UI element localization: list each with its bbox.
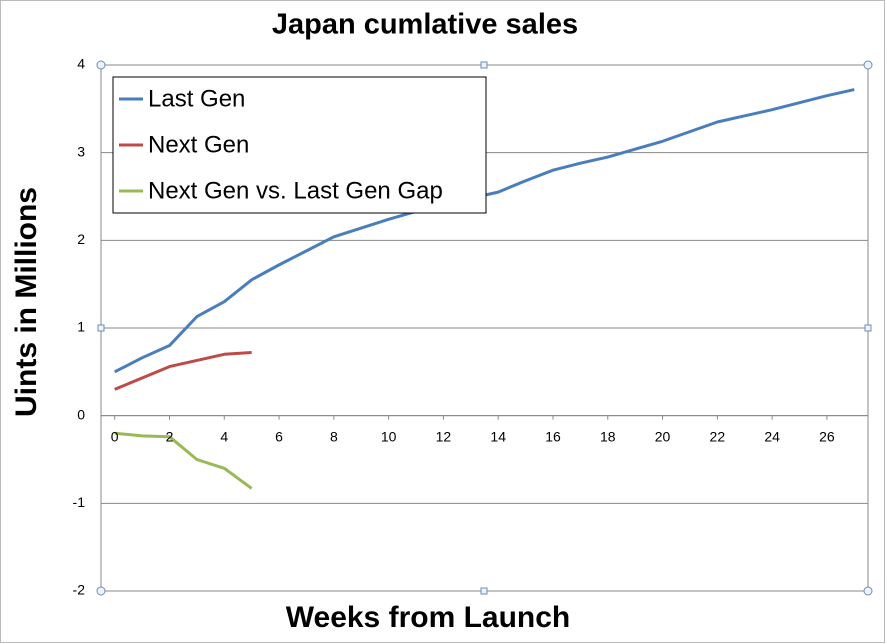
- y-tick-label: -2: [73, 582, 86, 598]
- x-tick-label: 8: [330, 428, 338, 444]
- chart-title: Japan cumlative sales: [272, 9, 578, 41]
- x-tick-label: 2: [166, 428, 174, 444]
- series-line: [114, 351, 252, 391]
- handle: [480, 587, 488, 595]
- y-tick-label: 2: [77, 231, 85, 247]
- x-tick-label: 6: [275, 428, 283, 444]
- y-axis-title: Uints in Millions: [10, 187, 43, 417]
- x-tick-label: 18: [600, 428, 616, 444]
- legend-label: Next Gen vs. Last Gen Gap: [148, 177, 443, 204]
- y-tick-label: 3: [77, 143, 85, 159]
- y-tick-label: -1: [73, 494, 86, 510]
- handle: [96, 586, 106, 596]
- legend-box: [112, 76, 487, 214]
- x-tick-label: 24: [764, 428, 780, 444]
- handle: [864, 324, 872, 332]
- y-tick-label: 0: [77, 406, 85, 422]
- handle: [863, 586, 873, 596]
- x-tick-label: 14: [490, 428, 506, 444]
- handle: [96, 60, 106, 70]
- x-tick-label: 16: [545, 428, 561, 444]
- legend-label: Next Gen: [148, 131, 249, 158]
- legend-label: Last Gen: [148, 85, 245, 112]
- legend: Last Gen Next Gen Next Gen vs. Last Gen Ga…: [112, 76, 487, 214]
- x-axis-title: Weeks from Launch: [286, 601, 571, 634]
- x-tick-label: 4: [220, 428, 228, 444]
- x-tick-label: 12: [436, 428, 452, 444]
- y-tick-label: 1: [77, 319, 85, 335]
- x-tick-label: 20: [655, 428, 671, 444]
- handle: [863, 60, 873, 70]
- selection-handles: [96, 60, 873, 596]
- handle: [97, 324, 105, 332]
- x-tick-label: 26: [819, 428, 835, 444]
- y-tick-label: 4: [77, 56, 85, 72]
- x-tick-label: 0: [111, 428, 119, 444]
- x-tick-label: 22: [710, 428, 726, 444]
- x-tick-label: 10: [381, 428, 397, 444]
- handle: [480, 61, 488, 69]
- series-line: [114, 431, 253, 490]
